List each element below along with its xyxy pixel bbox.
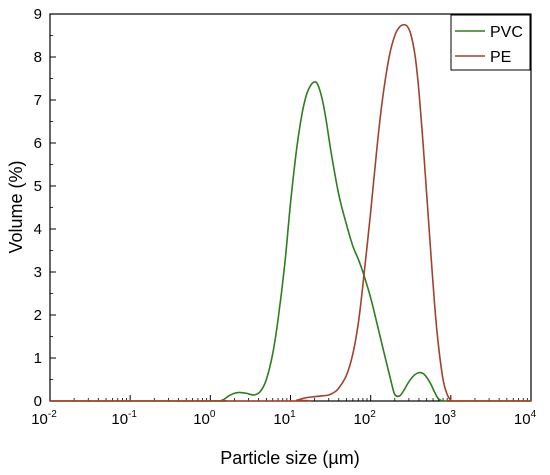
y-axis-ticks: 0 1 2 3 4 5 6 7 8 9 <box>34 6 56 410</box>
y-tick-label: 1 <box>34 350 42 367</box>
x-axis-title: Particle size (µm) <box>220 448 359 468</box>
legend: PVC PE <box>450 14 531 71</box>
y-tick-label: 4 <box>34 221 42 238</box>
y-tick-label: 7 <box>34 92 42 109</box>
x-axis-ticks: 10-2 10-1 100 101 102 103 104 <box>31 395 537 428</box>
x-tick-label: 100 <box>193 409 216 428</box>
y-tick-label: 3 <box>34 264 42 281</box>
y-tick-label: 5 <box>34 178 42 195</box>
x-tick-label: 103 <box>434 409 457 428</box>
x-tick-label: 10-1 <box>111 409 137 428</box>
x-tick-label: 10-2 <box>31 409 57 428</box>
y-tick-label: 2 <box>34 307 42 324</box>
legend-box <box>450 14 531 71</box>
y-tick-label: 6 <box>34 135 42 152</box>
x-tick-label: 104 <box>514 409 537 428</box>
legend-label-pvc: PVC <box>490 24 523 41</box>
series-line-pvc <box>50 81 531 402</box>
y-tick-label: 8 <box>34 49 42 66</box>
x-tick-label: 102 <box>354 409 377 428</box>
series-layer <box>50 23 531 402</box>
y-axis-title: Volume (%) <box>6 160 26 253</box>
series-line-pe <box>50 23 531 402</box>
legend-label-pe: PE <box>490 49 511 66</box>
x-tick-label: 101 <box>273 409 296 428</box>
y-tick-label: 0 <box>34 393 42 410</box>
y-tick-label: 9 <box>34 6 42 23</box>
